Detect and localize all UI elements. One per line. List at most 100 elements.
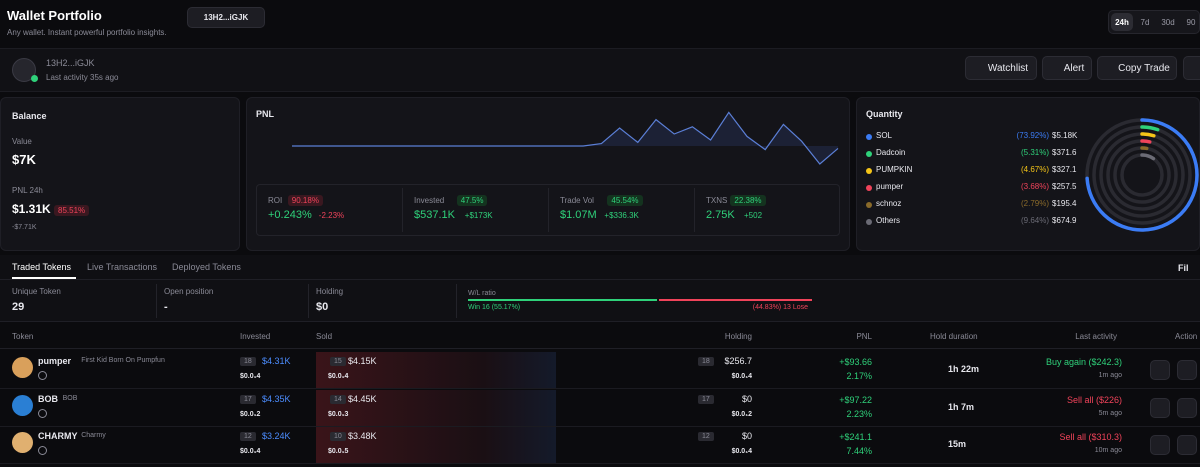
filter-button[interactable]: Fil [1178, 263, 1189, 273]
hold-duration: 1h 22m [948, 364, 980, 374]
stat-change: +$336.3K [604, 211, 639, 220]
win-label: Win 16 (55.17%) [468, 304, 521, 311]
last-activity: Sell all ($310.3) [1059, 432, 1122, 442]
stat-value: $537.1K [414, 209, 455, 221]
ring-arc [1092, 125, 1192, 225]
row-pnl: +$97.22 [839, 394, 872, 405]
ring-arc [1085, 118, 1199, 232]
count-pill: 17 [240, 394, 256, 404]
token-icon [12, 394, 33, 416]
summary-value: - [164, 301, 168, 313]
quick-buy-button[interactable] [1150, 360, 1170, 380]
quick-buy-button[interactable] [1150, 397, 1170, 418]
lose-bar [658, 299, 812, 301]
timeframe-button[interactable]: 7d [1140, 17, 1150, 27]
legend-percent: (5.31%) [1020, 148, 1049, 157]
stat-label: Invested [414, 196, 445, 205]
row-sold-bg [316, 352, 556, 388]
page-subtitle: Any wallet. Instant powerful portfolio i… [7, 28, 167, 37]
token-desc: First Kid Born On Pumpfun [81, 357, 165, 364]
legend-value: $195.4 [1052, 199, 1077, 208]
timeframe-button[interactable]: 90 [1186, 17, 1196, 27]
row-line [0, 388, 1200, 389]
count-pill: 18 [698, 357, 714, 366]
pnl-sub: -$7.71K [12, 224, 37, 231]
token-icon [12, 432, 33, 453]
quick-buy-button[interactable] [1150, 435, 1170, 455]
summary-value: $0 [316, 301, 329, 313]
token-icon [12, 357, 33, 378]
legend-dot [866, 185, 872, 191]
wallet-address: 13H2...iGJK [46, 58, 95, 68]
stat-label: Trade Vol [560, 196, 594, 205]
profile-button[interactable]: Alert [1042, 56, 1092, 80]
column-header: Holding [724, 332, 752, 341]
legend-value: $674.9 [1052, 216, 1077, 225]
legend-name: schnoz [876, 199, 902, 208]
count-pill: 17 [698, 394, 714, 404]
quantity-rings [1085, 118, 1199, 232]
balance-card [0, 97, 240, 251]
column-header: Sold [316, 332, 333, 341]
share-row-button[interactable] [1177, 360, 1197, 380]
tab[interactable]: Deployed Tokens [172, 262, 241, 272]
profile-button[interactable]: Watchlist [965, 56, 1037, 80]
token-name: BOB [38, 393, 58, 404]
stat-badge: 47.5% [456, 195, 488, 206]
last-time: 1m ago [1098, 372, 1122, 379]
token-links[interactable] [38, 408, 47, 418]
count-pill: 14 [330, 394, 346, 404]
value-label: Value [12, 137, 32, 146]
balance-value: $7K [12, 152, 36, 167]
pnl-label: PNL 24h [12, 186, 43, 195]
cell-value: $4.31K [262, 356, 291, 366]
page-title: Wallet Portfolio [7, 8, 102, 23]
summary-divider [308, 284, 309, 318]
ring-arc [1120, 153, 1164, 197]
stat-value: 2.75K [706, 209, 735, 221]
last-time: 10m ago [1094, 447, 1122, 454]
hold-sub: $0.0₁2 [731, 410, 752, 418]
cell-sub: $0.0₁5 [328, 448, 349, 455]
row-pnl: +$93.66 [839, 357, 872, 367]
legend-dot [866, 168, 872, 174]
column-header: PNL [856, 332, 872, 341]
pnl-area [292, 112, 838, 164]
token-links[interactable] [38, 371, 47, 380]
profile-button[interactable]: Copy Trade [1097, 56, 1177, 80]
pnl-title: PNL [256, 109, 274, 119]
last-activity: Last activity 35s ago [46, 73, 119, 82]
cell-value: $4.45K [348, 393, 377, 404]
column-header: Hold duration [930, 332, 978, 341]
tab[interactable]: Live Transactions [87, 262, 158, 272]
ring-track [1120, 153, 1164, 197]
tab[interactable]: Traded Tokens [12, 262, 72, 272]
token-name: CHARMY [38, 431, 78, 441]
hold-value: $0 [741, 431, 752, 441]
pnl-change: 85.51% [54, 205, 90, 216]
stats-divider [694, 188, 695, 232]
legend-percent: (73.92%) [1016, 131, 1049, 140]
stat-label: TXNS [706, 196, 728, 205]
summary-label: Open position [164, 287, 214, 296]
wallet-selector[interactable]: 13H2...iGJK [187, 7, 265, 28]
share-row-button[interactable] [1177, 397, 1197, 418]
legend-value: $5.18K [1052, 131, 1078, 140]
summary-divider [156, 284, 157, 318]
stat-value: $1.07M [560, 209, 597, 221]
share-row-button[interactable] [1177, 435, 1197, 455]
timeframe-button[interactable]: 30d [1161, 17, 1175, 27]
row-line [0, 463, 1200, 464]
win-bar [468, 299, 657, 301]
timeframe-button[interactable]: 24h [1111, 13, 1133, 31]
legend-dot [866, 151, 872, 157]
stat-label: ROI [268, 196, 283, 205]
token-links[interactable] [38, 446, 47, 455]
cell-sub: $0.0₁4 [240, 448, 261, 455]
row-pnl-pct: 2.23% [846, 408, 872, 419]
share-button[interactable] [1183, 56, 1200, 80]
legend-percent: (3.68%) [1020, 182, 1049, 191]
column-header: Last activity [1075, 332, 1117, 341]
cell-sub: $0.0₁4 [328, 373, 349, 380]
